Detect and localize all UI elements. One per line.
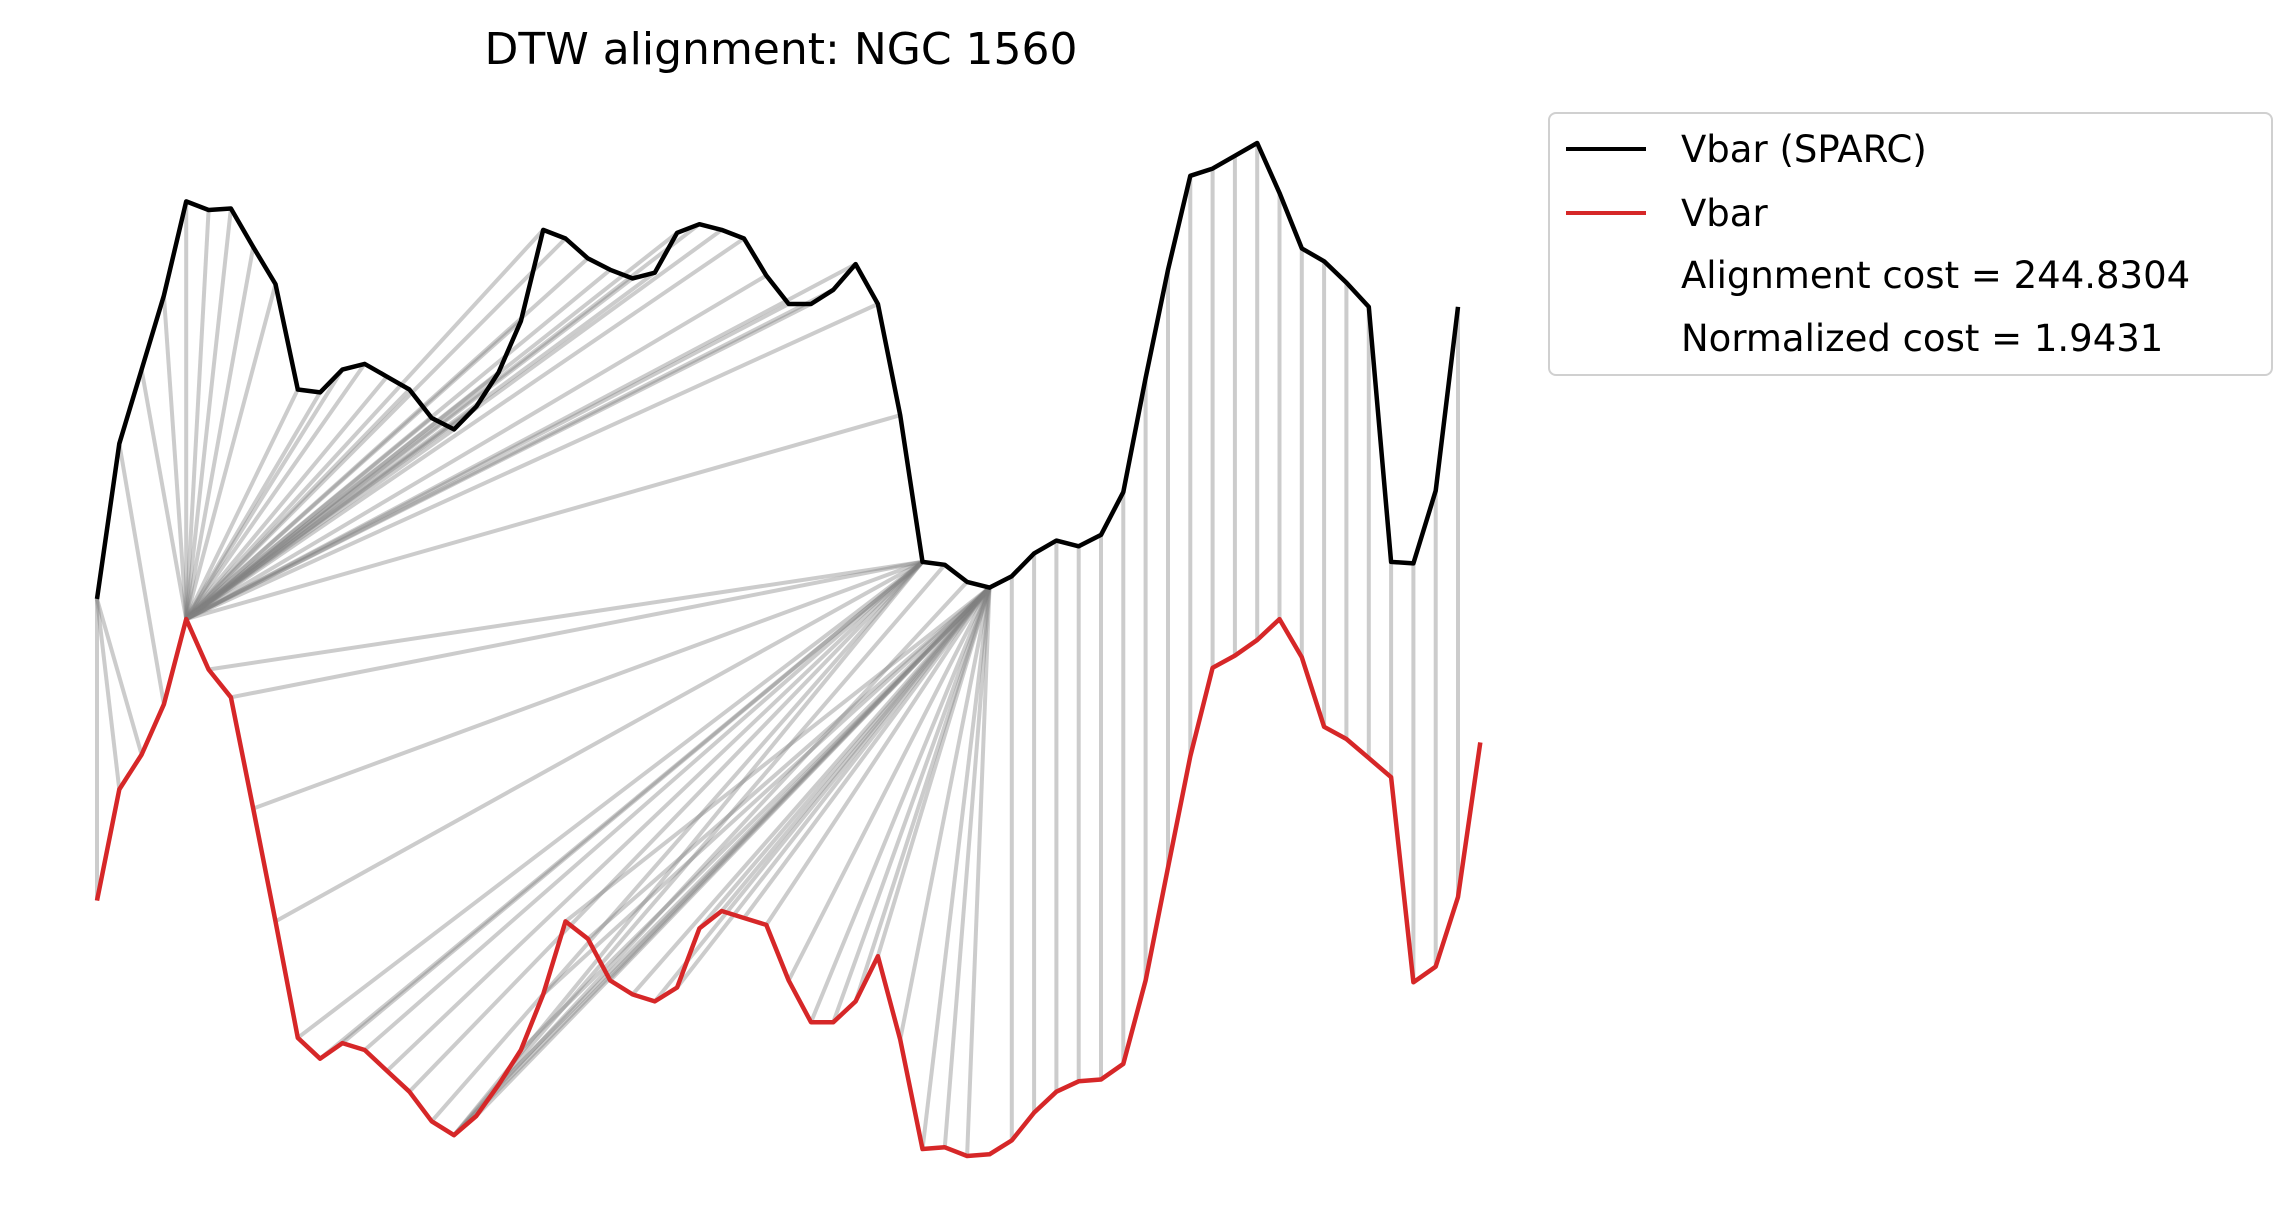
alignment-line [608, 586, 991, 982]
alignment-line [318, 560, 924, 1061]
alignment-line [184, 276, 634, 621]
alignment-line [786, 586, 992, 982]
alignment-line [630, 586, 992, 996]
alignment-line [184, 209, 211, 620]
alignment-line [184, 388, 300, 620]
alignment-line [185, 302, 879, 621]
alignment-line [185, 404, 478, 621]
alignment-line [965, 587, 992, 1157]
alignment-line [184, 268, 612, 621]
legend-alignment-cost: Alignment cost = 244.8304 [1681, 254, 2190, 297]
alignment-line [184, 237, 567, 621]
alignment-line [95, 598, 122, 790]
alignment-line [184, 283, 278, 620]
alignment-line [742, 586, 992, 920]
alignment-line [117, 443, 166, 705]
alignment-line [942, 587, 992, 1148]
alignment-line [184, 228, 545, 621]
alignment-line [452, 580, 969, 1137]
alignment-line [853, 586, 992, 1003]
series-line-vbar [94, 616, 1483, 1159]
alignment-line [184, 370, 500, 621]
alignment-line [452, 563, 947, 1137]
legend-normalized-cost: Normalized cost = 1.9431 [1681, 317, 2163, 360]
alignment-line [720, 586, 992, 913]
alignment-line [208, 559, 923, 672]
alignment-line [185, 262, 857, 621]
alignment-line [697, 586, 992, 930]
alignment-line [653, 586, 992, 1003]
alignment-line [185, 273, 768, 621]
alignment-line [497, 586, 991, 1087]
alignment-line [296, 560, 924, 1040]
alignment-line [675, 586, 992, 989]
alignment-line [184, 319, 523, 621]
alignment-line [252, 560, 924, 811]
legend-label-vbar: Vbar [1681, 192, 1768, 235]
alignment-line [541, 586, 991, 996]
alignment-line [184, 362, 367, 621]
alignment-line [407, 560, 924, 1094]
alignment-line [519, 586, 991, 1052]
alignment-lines [95, 143, 1460, 1157]
alignment-line [185, 228, 723, 621]
legend: Vbar (SPARC) Vbar Alignment cost = 244.8… [1548, 112, 2273, 376]
alignment-line [452, 586, 991, 1137]
alignment-line [185, 413, 901, 622]
alignment-line [920, 587, 992, 1150]
series-line-vbar-sparc [94, 140, 1461, 600]
series-lines [94, 140, 1483, 1159]
alignment-line [185, 427, 456, 621]
alignment-line [184, 416, 433, 621]
alignment-line [341, 560, 924, 1045]
alignment-line [184, 231, 679, 621]
alignment-line [230, 559, 923, 700]
alignment-line [474, 586, 991, 1118]
alignment-line [185, 302, 812, 621]
alignment-line [430, 560, 925, 1123]
alignment-line [185, 288, 835, 621]
alignment-line [185, 271, 656, 621]
legend-label-vbar-sparc: Vbar (SPARC) [1681, 128, 1927, 171]
alignment-line [764, 586, 992, 927]
alignment-line [184, 375, 389, 621]
alignment-line [184, 388, 411, 621]
alignment-line [184, 246, 256, 620]
alignment-line [274, 560, 924, 924]
chart-title: DTW alignment: NGC 1560 [484, 24, 1077, 75]
legend-frame [1548, 112, 2273, 376]
alignment-line [184, 391, 322, 621]
alignment-line [385, 560, 924, 1073]
alignment-line [875, 587, 992, 957]
alignment-line [185, 302, 790, 621]
alignment-line [898, 587, 992, 1040]
alignment-line [161, 295, 189, 620]
alignment-line [95, 598, 144, 756]
alignment-line [139, 369, 189, 620]
alignment-line [809, 586, 992, 1023]
alignment-line [831, 586, 992, 1023]
alignment-line [586, 586, 991, 941]
alignment-line [184, 368, 345, 621]
alignment-line [452, 560, 925, 1137]
alignment-line [184, 208, 233, 620]
alignment-line [564, 586, 991, 923]
alignment-line [185, 236, 746, 621]
alignment-line [363, 560, 924, 1052]
